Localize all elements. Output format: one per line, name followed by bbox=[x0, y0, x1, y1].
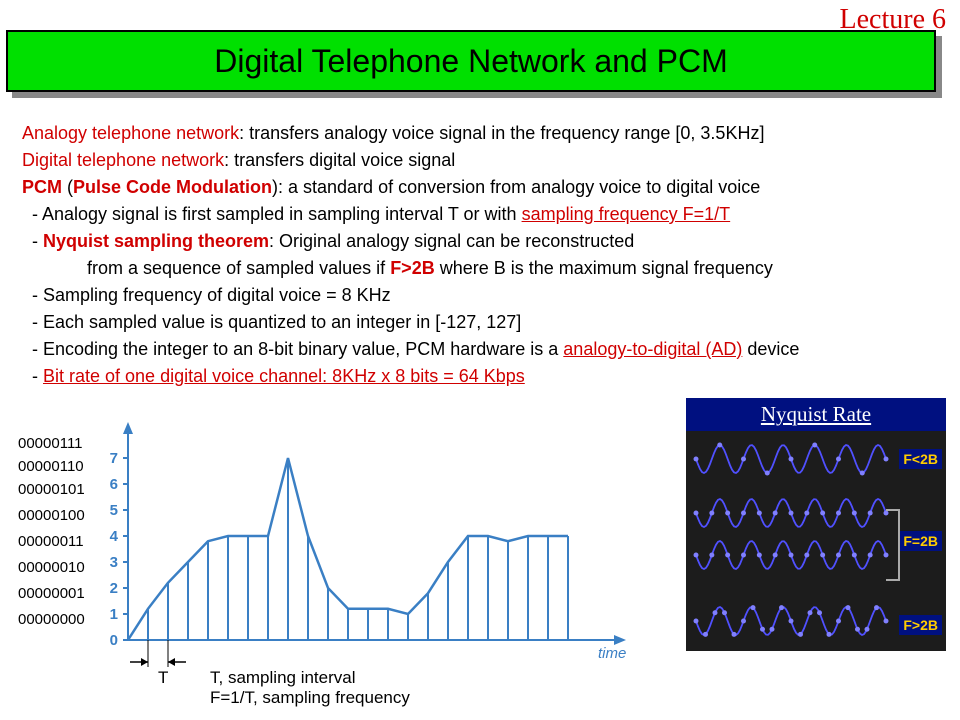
t: from a sequence of sampled values if bbox=[22, 258, 390, 278]
t: Nyquist sampling theorem bbox=[43, 231, 269, 251]
svg-text:1: 1 bbox=[110, 606, 118, 623]
t: sampling frequency F=1/T bbox=[522, 204, 731, 224]
t: Bit rate of one digital voice channel: 8… bbox=[43, 366, 525, 386]
bracket-icon bbox=[886, 509, 900, 581]
t: Digital telephone network bbox=[22, 150, 224, 170]
pcm-chart: 0 1 2 3 4 5 6 7 time bbox=[18, 420, 638, 680]
nyq-label-3: F>2B bbox=[899, 615, 942, 635]
t: ): a standard of conversion from analogy… bbox=[272, 177, 760, 197]
t: ( bbox=[62, 177, 73, 197]
t: : transfers analogy voice signal in the … bbox=[239, 123, 764, 143]
t: Pulse Code Modulation bbox=[73, 177, 272, 197]
t: - Each sampled value is quantized to an … bbox=[22, 312, 521, 332]
x-caption: T, sampling interval F=1/T, sampling fre… bbox=[210, 668, 410, 708]
t: - Analogy signal is first sampled in sam… bbox=[22, 204, 522, 224]
t: : transfers digital voice signal bbox=[224, 150, 455, 170]
t: Analogy telephone network bbox=[22, 123, 239, 143]
t-caption: T bbox=[158, 668, 168, 688]
title-box: Digital Telephone Network and PCM bbox=[6, 30, 936, 92]
nyquist-graphic: F<2B F=2B F>2B bbox=[686, 431, 946, 651]
t: - Sampling frequency of digital voice = … bbox=[22, 285, 391, 305]
t: - Encoding the integer to an 8-bit binar… bbox=[22, 339, 563, 359]
nyq-label-2: F=2B bbox=[899, 531, 942, 551]
t: where B is the maximum signal frequency bbox=[435, 258, 773, 278]
svg-text:2: 2 bbox=[110, 580, 118, 597]
svg-text:6: 6 bbox=[110, 476, 118, 493]
svg-text:5: 5 bbox=[110, 502, 118, 519]
svg-text:3: 3 bbox=[110, 554, 118, 571]
svg-text:time: time bbox=[598, 645, 626, 662]
t: - bbox=[22, 231, 43, 251]
nyq-label-1: F<2B bbox=[899, 449, 942, 469]
t: : Original analogy signal can be reconst… bbox=[269, 231, 634, 251]
t: - bbox=[22, 366, 43, 386]
t: PCM bbox=[22, 177, 62, 197]
page-title: Digital Telephone Network and PCM bbox=[214, 43, 727, 80]
nyquist-title: Nyquist Rate bbox=[686, 398, 946, 431]
t: analogy-to-digital (AD) bbox=[563, 339, 742, 359]
t: F>2B bbox=[390, 258, 435, 278]
content: Analogy telephone network: transfers ana… bbox=[22, 120, 942, 390]
svg-text:7: 7 bbox=[110, 450, 118, 467]
t: device bbox=[742, 339, 799, 359]
nyquist-panel: Nyquist Rate F<2B F=2B F>2B bbox=[686, 398, 946, 651]
svg-text:4: 4 bbox=[110, 528, 119, 545]
svg-text:0: 0 bbox=[110, 632, 118, 649]
